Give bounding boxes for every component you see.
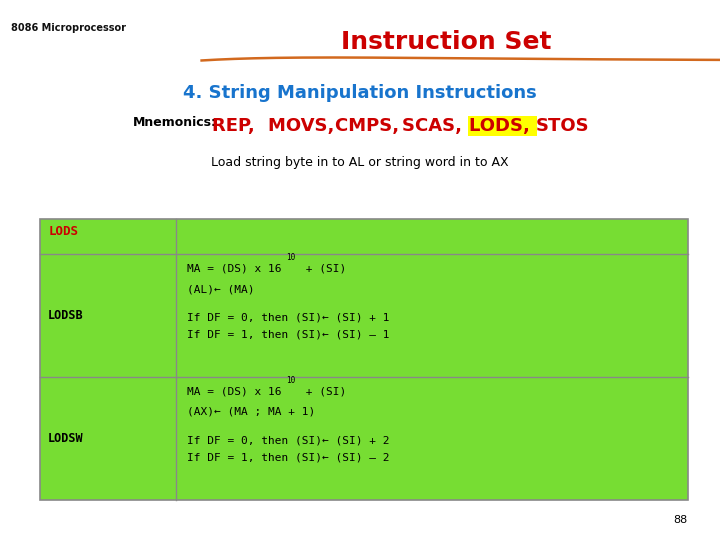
Text: 4. String Manipulation Instructions: 4. String Manipulation Instructions: [183, 84, 537, 102]
Text: REP,: REP,: [212, 117, 261, 134]
Text: MOVS,: MOVS,: [268, 117, 341, 134]
Text: MA = (DS) x 16: MA = (DS) x 16: [187, 387, 282, 396]
Text: If DF = 0, then (SI)← (SI) + 2: If DF = 0, then (SI)← (SI) + 2: [187, 436, 390, 446]
Text: 10: 10: [286, 376, 295, 384]
Text: If DF = 1, then (SI)← (SI) – 1: If DF = 1, then (SI)← (SI) – 1: [187, 329, 390, 339]
Text: 88: 88: [673, 515, 688, 525]
Text: If DF = 0, then (SI)← (SI) + 1: If DF = 0, then (SI)← (SI) + 1: [187, 313, 390, 323]
Text: CMPS,: CMPS,: [336, 117, 405, 134]
Text: Mnemonics:: Mnemonics:: [133, 116, 217, 129]
Text: + (SI): + (SI): [299, 387, 346, 396]
Text: SCAS,: SCAS,: [402, 117, 469, 134]
Text: Load string byte in to AL or string word in to AX: Load string byte in to AL or string word…: [211, 156, 509, 168]
Bar: [40, 219, 688, 500]
Text: If DF = 1, then (SI)← (SI) – 2: If DF = 1, then (SI)← (SI) – 2: [187, 452, 390, 462]
Text: STOS: STOS: [536, 117, 590, 134]
Text: + (SI): + (SI): [299, 264, 346, 274]
Text: Instruction Set: Instruction Set: [341, 30, 552, 53]
Text: (AX)← (MA ; MA + 1): (AX)← (MA ; MA + 1): [187, 407, 315, 417]
Text: LODSB: LODSB: [48, 309, 84, 322]
Text: LODSW: LODSW: [48, 431, 84, 444]
Text: 8086 Microprocessor: 8086 Microprocessor: [11, 23, 126, 33]
Text: MA = (DS) x 16: MA = (DS) x 16: [187, 264, 282, 274]
Text: 10: 10: [286, 253, 295, 262]
Text: LODS: LODS: [48, 225, 78, 238]
Text: LODS,: LODS,: [469, 117, 536, 134]
Text: (AL)← (MA): (AL)← (MA): [187, 284, 255, 294]
